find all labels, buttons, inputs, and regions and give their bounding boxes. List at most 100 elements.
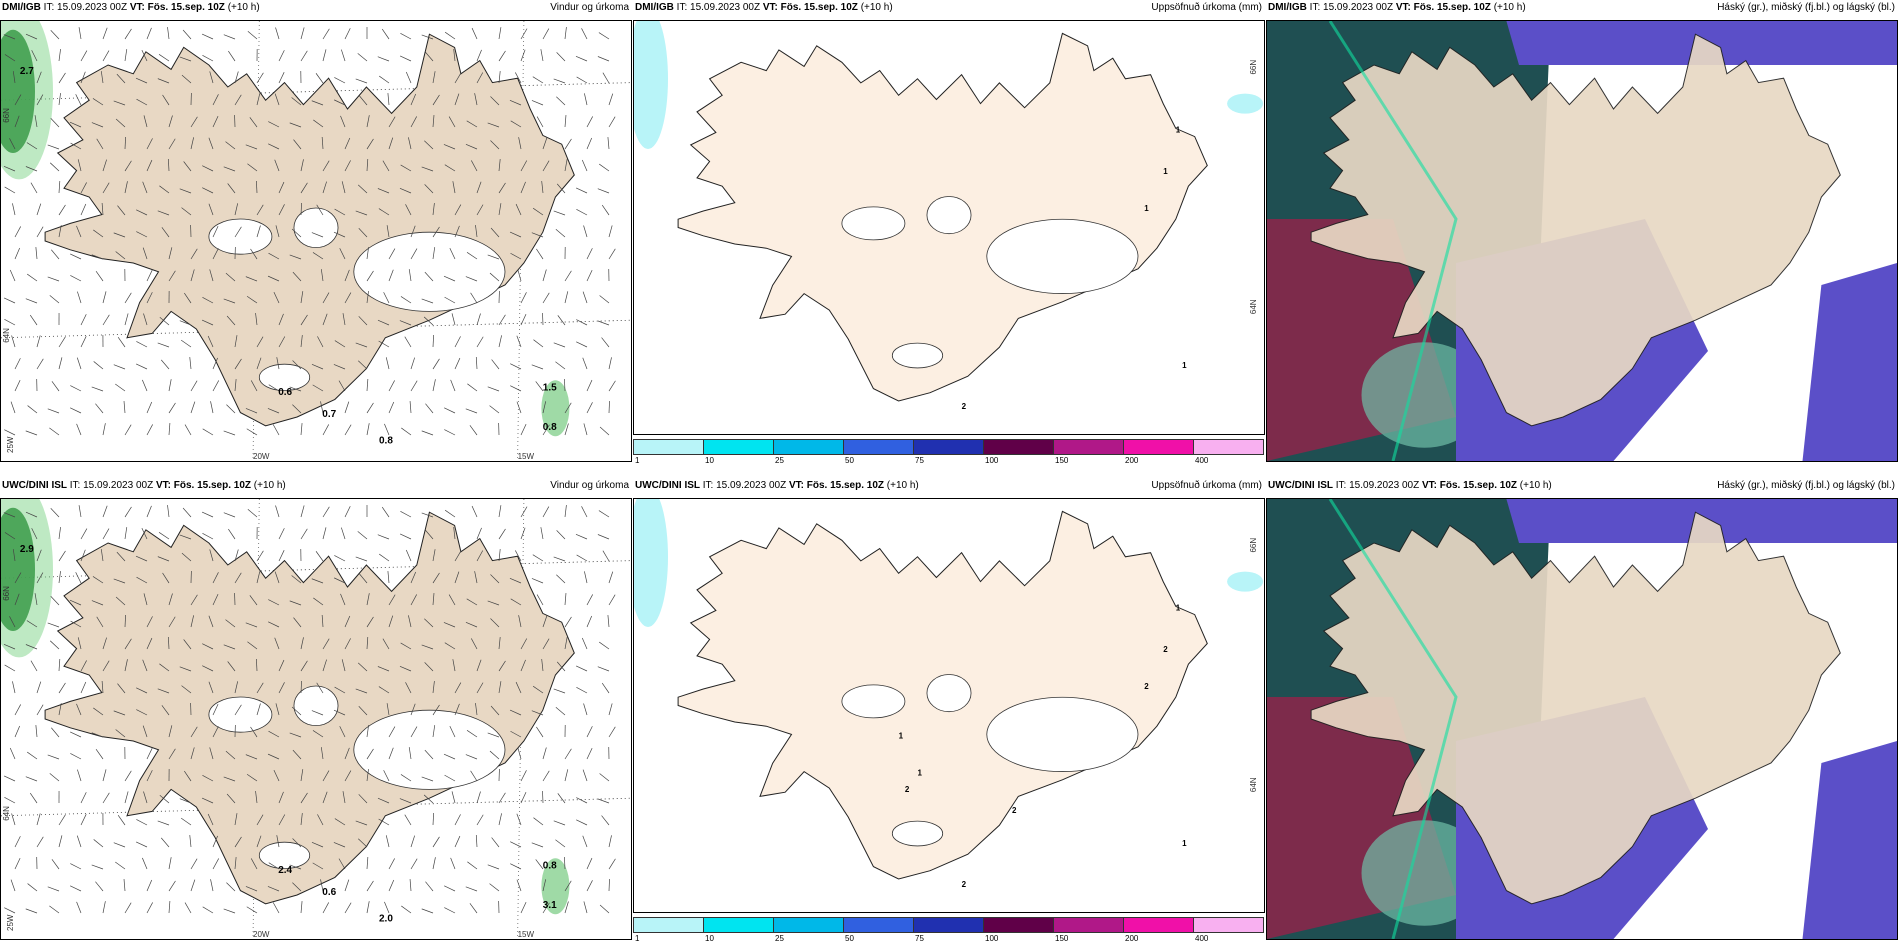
wind-barb — [385, 835, 390, 848]
wind-barb — [366, 725, 369, 738]
wind-barb — [117, 205, 126, 216]
wind-barb — [553, 820, 566, 826]
wind-barb — [344, 269, 350, 282]
wind-barb — [9, 269, 16, 282]
wind-barb — [586, 379, 593, 392]
wind-barb — [564, 901, 569, 914]
map-area[interactable]: 66N 64N 1 1 1 1 2 — [633, 20, 1265, 435]
wind-barb — [50, 596, 60, 606]
wind-barb — [10, 879, 16, 892]
wind-barb — [102, 423, 106, 436]
wind-barb — [432, 334, 434, 348]
map-area[interactable]: 66N 64N 25W 20W 15W 2.9 2.4 0.6 0.8 3.1 2.0 — [0, 498, 632, 940]
wind-barb — [179, 534, 192, 540]
wind-barb — [388, 879, 395, 892]
wind-barb — [421, 644, 434, 650]
wind-barb — [583, 423, 588, 436]
wind-barb — [542, 269, 547, 282]
wind-barb — [58, 682, 66, 694]
precip-value-label: 0.7 — [322, 409, 336, 420]
wind-barb — [366, 748, 374, 760]
panel-title: Háský (gr.), miðský (fj.bl.) og lágský (… — [1717, 480, 1895, 491]
wind-barb — [180, 817, 192, 826]
wind-barb — [432, 115, 435, 128]
wind-barb — [366, 901, 370, 914]
wind-barb — [91, 254, 104, 260]
wind-barb — [342, 791, 346, 804]
wind-barb — [300, 769, 304, 782]
wind-barb — [58, 357, 63, 370]
wind-barb — [399, 533, 412, 540]
wind-barb — [91, 386, 104, 392]
wind-barb — [498, 637, 501, 650]
wind-barb — [454, 835, 461, 848]
wind-barb — [247, 508, 258, 518]
wind-barb — [338, 380, 346, 392]
wind-barb — [202, 532, 214, 540]
map-area[interactable] — [1266, 20, 1898, 462]
lead-time: (+10 h) — [860, 2, 893, 13]
wind-barb — [123, 879, 126, 892]
map-area[interactable] — [1266, 498, 1898, 940]
wind-barb — [146, 292, 153, 304]
valid-time: Fös. 15.sep. 10Z — [806, 480, 885, 491]
wind-barb — [289, 864, 302, 870]
colorbar-tick-label: 10 — [705, 934, 714, 943]
wind-barb — [291, 97, 302, 106]
wind-barb — [383, 770, 390, 782]
wind-barb — [278, 682, 285, 694]
wind-barb — [320, 269, 324, 282]
wind-barb — [161, 705, 170, 716]
vt-label: VT: — [129, 2, 145, 13]
wind-barb — [423, 794, 434, 804]
wind-barb — [432, 725, 436, 738]
wind-barb — [234, 813, 238, 826]
precip-value-label: 3.1 — [543, 900, 557, 911]
wind-barb — [581, 637, 588, 650]
wind-barb — [208, 681, 214, 694]
panel-title: Uppsöfnuð úrkoma (mm) — [1151, 480, 1262, 491]
wind-barb — [377, 319, 390, 326]
wind-barb — [542, 424, 550, 436]
wind-barb — [421, 512, 434, 518]
wind-barb — [278, 313, 284, 326]
wind-barb — [444, 296, 456, 304]
wind-barb — [234, 71, 239, 84]
wind-barb — [291, 575, 302, 584]
wind-barb — [300, 680, 302, 694]
wind-barb — [509, 709, 522, 716]
wind-barb — [70, 275, 82, 282]
wind-barb — [514, 72, 522, 84]
wind-barb — [542, 137, 548, 150]
wind-barb — [58, 703, 62, 716]
map-area[interactable]: 66N 64N 25W 20W 15W 2.7 0.6 0.7 1.5 0.8 0.8 — [0, 20, 632, 462]
wind-barb — [557, 793, 566, 804]
wind-barb — [278, 72, 285, 84]
wind-barb — [597, 320, 610, 326]
wind-barb — [70, 385, 82, 392]
wind-barb — [575, 533, 588, 540]
wind-barb — [556, 96, 566, 106]
precip-value-label: 2 — [1144, 682, 1149, 691]
wind-barb — [425, 403, 434, 414]
wind-barb — [542, 615, 548, 628]
map-area[interactable]: 66N 64N 1 2 2 1 2 1 1 2 2 — [633, 498, 1265, 913]
wind-barb — [30, 182, 38, 194]
wind-barb — [36, 94, 44, 106]
vt-label: VT: — [155, 480, 171, 491]
wind-barb — [432, 593, 435, 606]
wind-barb — [210, 879, 214, 892]
wind-barb — [582, 357, 588, 370]
wind-barb — [490, 705, 500, 716]
wind-barb — [432, 94, 440, 106]
wind-barb — [146, 770, 153, 782]
wind-barb — [256, 814, 264, 826]
wind-barb — [267, 753, 280, 760]
wind-barb — [49, 427, 60, 436]
wind-barb — [190, 879, 196, 892]
precip-area — [634, 499, 668, 628]
wind-barb — [424, 140, 434, 150]
precip-value-label: 0.6 — [278, 387, 292, 398]
wind-barb — [223, 908, 236, 914]
wind-barb — [58, 814, 66, 826]
